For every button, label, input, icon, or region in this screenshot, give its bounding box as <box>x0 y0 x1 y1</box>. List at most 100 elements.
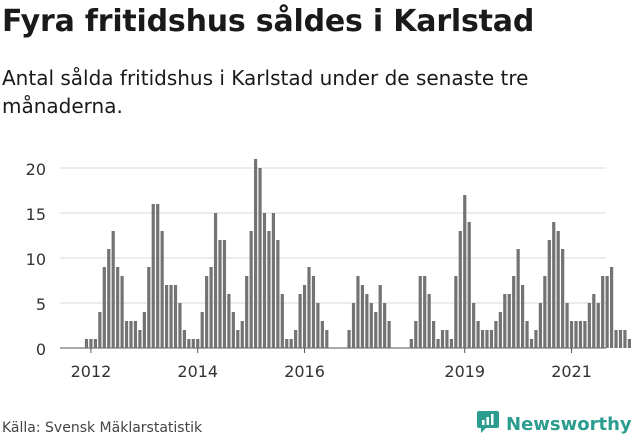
bar <box>227 294 231 348</box>
bar <box>503 294 507 348</box>
bar <box>129 321 133 348</box>
bar <box>222 240 227 348</box>
bar <box>311 276 316 348</box>
bar <box>440 330 445 348</box>
bar <box>262 213 267 348</box>
brand-name: Newsworthy <box>506 413 631 435</box>
bar <box>454 276 458 348</box>
bar <box>307 267 311 348</box>
x-tick-label: 2012 <box>71 362 112 381</box>
bar <box>569 321 574 348</box>
y-tick-label: 5 <box>36 295 46 314</box>
bar <box>182 330 186 348</box>
bar <box>458 231 462 348</box>
bar <box>449 339 453 348</box>
bar <box>111 231 115 348</box>
bar <box>472 303 476 348</box>
bar <box>521 285 525 348</box>
bar <box>196 339 200 348</box>
bar <box>298 294 302 348</box>
x-tick-label: 2019 <box>444 362 485 381</box>
bar <box>592 294 596 348</box>
bar <box>418 276 422 348</box>
bar <box>173 285 178 348</box>
bar <box>583 321 587 348</box>
bar <box>561 249 565 348</box>
bar <box>374 312 378 348</box>
bar <box>156 204 160 348</box>
bar <box>596 303 600 348</box>
bar <box>605 276 609 348</box>
bar <box>347 330 351 348</box>
bar <box>587 303 591 348</box>
chart-subtitle: Antal sålda fritidshus i Karlstad under … <box>2 66 529 118</box>
bar <box>623 330 627 348</box>
bar-chart: 051015204201220142016201920212023 <box>26 159 631 381</box>
bar <box>383 303 387 348</box>
bar <box>516 249 520 348</box>
bar <box>320 321 324 348</box>
bar <box>325 330 329 348</box>
bar <box>512 276 516 348</box>
bar <box>231 312 235 348</box>
bar <box>107 249 111 348</box>
bar <box>138 330 142 348</box>
bar <box>133 321 138 348</box>
bar <box>98 312 102 348</box>
bar <box>271 213 275 348</box>
bar <box>276 240 280 348</box>
bar <box>187 339 191 348</box>
bar <box>191 339 195 348</box>
bar <box>369 303 373 348</box>
bar <box>147 267 151 348</box>
bar <box>476 321 480 348</box>
bar <box>280 294 284 348</box>
bar <box>205 276 209 348</box>
bar <box>289 339 293 348</box>
x-tick-label: 2016 <box>284 362 325 381</box>
bar <box>480 330 485 348</box>
x-tick-label: 2021 <box>551 362 592 381</box>
bar <box>485 330 489 348</box>
bar <box>316 303 320 348</box>
bar <box>574 321 578 348</box>
bar <box>213 213 218 348</box>
bar <box>507 294 511 348</box>
bar <box>285 339 289 348</box>
bar <box>169 285 173 348</box>
bar <box>267 231 271 348</box>
bar <box>547 240 551 348</box>
bar <box>614 330 618 348</box>
bar <box>178 303 182 348</box>
bar <box>498 312 502 348</box>
bar <box>543 276 547 348</box>
bar <box>89 339 93 348</box>
source-note: Källa: Svensk Mäklarstatistik <box>2 420 203 436</box>
y-tick-label: 15 <box>26 205 46 224</box>
bar <box>116 267 120 348</box>
bar <box>409 339 413 348</box>
bar <box>494 321 498 348</box>
bar <box>534 330 538 348</box>
bar <box>351 303 356 348</box>
bar <box>552 222 556 348</box>
bar <box>356 276 360 348</box>
y-tick-label: 20 <box>26 160 46 179</box>
bar <box>387 321 391 348</box>
bar <box>432 321 436 348</box>
bar <box>365 294 369 348</box>
bar <box>258 168 262 348</box>
bar <box>423 276 427 348</box>
bar <box>627 339 631 348</box>
bar <box>565 303 569 348</box>
y-tick-label: 10 <box>26 250 46 269</box>
bar <box>529 339 534 348</box>
bar <box>618 330 623 348</box>
bar <box>165 285 169 348</box>
bar <box>294 330 298 348</box>
bar <box>302 285 307 348</box>
bar <box>467 222 471 348</box>
bar <box>120 276 124 348</box>
bar <box>84 339 89 348</box>
bar <box>360 285 364 348</box>
